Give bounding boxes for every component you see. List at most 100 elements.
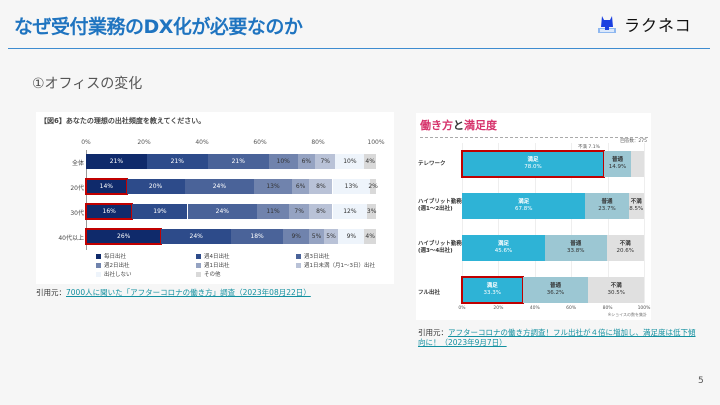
- chart2-annotation: 回答数：275: [620, 139, 647, 144]
- chart1-bar-segment: 9%: [283, 229, 310, 244]
- chart2-title-part2: と: [453, 119, 464, 132]
- chart1-legend-item: 週1日未満（月1〜3日）出社: [296, 261, 396, 269]
- chart2-row-label-line2: (週1〜2出社): [418, 206, 453, 212]
- segment-name: 満足: [527, 157, 539, 163]
- chart1-x-tick: 0%: [81, 139, 91, 146]
- chart2-title: 働き方と満足度: [420, 117, 497, 133]
- chart2-bar-segment: 普通 14.9%: [603, 151, 632, 177]
- chart2-bar-segment: [631, 151, 644, 177]
- segment-value: 33.8%: [567, 248, 585, 254]
- chart1-bar-segment: 5%: [309, 229, 324, 244]
- chart1-bar-segment: 4%: [364, 229, 376, 244]
- segment-name: 不満: [630, 199, 642, 205]
- segment-value: 20.6%: [616, 248, 634, 254]
- chart2-gridline: [571, 143, 573, 303]
- chart1-bar-segment: 6%: [297, 154, 316, 169]
- chart1-bar-segment: 13%: [254, 179, 292, 194]
- chart2-title-part3: 満足度: [464, 119, 497, 132]
- chart1-bar-segment: 12%: [332, 204, 368, 219]
- segment-value: 67.8%: [514, 206, 533, 212]
- segment-value: 33.3%: [483, 290, 502, 296]
- chart1-bar-segment: 2%: [368, 179, 378, 194]
- citation-left-prefix: 引用元：: [36, 288, 66, 297]
- chart1-y-axis: [86, 150, 87, 250]
- chart2-gridline: [644, 143, 645, 303]
- segment-value: 78.0%: [524, 164, 542, 170]
- chart1-legend-item: 週4日出社: [196, 252, 296, 260]
- chart2-highlight-box: [461, 150, 605, 178]
- chart2-x-tick: 20%: [493, 306, 504, 311]
- legend-label: 週3日出社: [304, 254, 330, 260]
- legend-swatch: [96, 262, 101, 268]
- chart1-x-tick: 80%: [311, 139, 325, 146]
- segment-name: 普通: [570, 241, 582, 247]
- chart-workstyle-satisfaction: 働き方と満足度 回答数：275 不満 7.1% テレワーク ハイブリット勤務 (週…: [416, 113, 651, 320]
- legend-label: 週2日出社: [104, 263, 130, 269]
- section-subtitle: ①オフィスの変化: [32, 76, 143, 92]
- segment-name: 普通: [612, 157, 624, 163]
- chart2-bar-segment: 満足 78.0%: [462, 151, 604, 177]
- chart2-bar-segment: 満足 33.3%: [462, 277, 523, 303]
- chart2-title-divider: [420, 137, 648, 138]
- citation-right-link[interactable]: アフターコロナの働き方調査！フル出社が４倍に増加し、満足度は低下傾向に！（202…: [418, 328, 696, 347]
- citation-left-link[interactable]: 7000人に聞いた「アフターコロナの働き方」調査（2023年08月22日）: [66, 288, 311, 297]
- chart1-bar-segment: 8%: [309, 204, 333, 219]
- chart1-bar-segment: 10%: [335, 154, 365, 169]
- chart2-x-tick: 80%: [602, 306, 613, 311]
- chart1-legend-item: 週3日出社: [296, 252, 396, 260]
- segment-value: 23.7%: [598, 206, 616, 212]
- chart1-bar-segment: 21%: [86, 154, 147, 169]
- chart1-legend-item: 出社しない: [96, 270, 196, 278]
- chart1-highlight-box: [85, 228, 163, 245]
- chart2-row-label: ハイブリット勤務 (週1〜2出社): [418, 199, 462, 213]
- chart1-bar-segment: 7%: [315, 154, 336, 169]
- chart1-bar-segment: 14%: [86, 179, 127, 194]
- legend-label: 毎日出社: [104, 254, 127, 260]
- citation-left: 引用元：7000人に聞いた「アフターコロナの働き方」調査（2023年08月22日…: [36, 288, 311, 298]
- chart2-x-tick: 100%: [637, 306, 651, 311]
- header-divider: [8, 48, 710, 49]
- chart1-bar-segment: 5%: [323, 229, 339, 244]
- brand-name: ラクネコ: [624, 16, 692, 35]
- chart2-gridline: [498, 143, 500, 303]
- segment-name: 普通: [550, 283, 562, 289]
- chart2-x-tick: 0%: [458, 306, 466, 311]
- chart1-bar-segment: 10%: [268, 154, 298, 169]
- chart1-legend-item: 週1日出社: [196, 261, 296, 269]
- chart1-bar-segment: 6%: [291, 179, 310, 194]
- chart1-bar-segment: 24%: [184, 179, 255, 194]
- chart2-x-tick: 40%: [529, 306, 540, 311]
- chart1-bar-segment: 24%: [161, 229, 231, 244]
- segment-name: 満足: [497, 241, 509, 247]
- chart2-bar-segment: 不満 30.5%: [588, 277, 644, 303]
- chart2-fuman-callout: 不満 7.1%: [578, 145, 600, 150]
- chart2-gridline: [534, 143, 536, 303]
- legend-swatch: [96, 271, 101, 277]
- chart1-row-label: 40代以上: [58, 235, 84, 242]
- chart1-bar-segment: 21%: [207, 154, 269, 169]
- segment-value: 8.5%: [629, 206, 644, 212]
- legend-label: 週4日出社: [204, 254, 230, 260]
- legend-swatch: [196, 262, 201, 268]
- chart1-bar-segment: 11%: [257, 204, 289, 219]
- segment-name: 不満: [619, 241, 631, 247]
- chart1-x-tick: 40%: [195, 139, 209, 146]
- chart1-bar-segment: 19%: [132, 204, 188, 219]
- segment-name: 不満: [610, 283, 622, 289]
- chart2-bar-segment: 満足 67.8%: [462, 193, 586, 219]
- segment-value: 30.5%: [607, 290, 625, 296]
- chart1-highlight-box: [85, 178, 128, 195]
- chart1-bar-segment: 8%: [309, 179, 333, 194]
- chart1-legend-item: 週2日出社: [96, 261, 196, 269]
- cat-icon: [598, 16, 616, 33]
- chart2-bar-segment: 普通 33.8%: [544, 235, 607, 261]
- chart2-row-label-line1: ハイブリット勤務: [418, 241, 462, 247]
- chart1-highlight-box: [85, 203, 134, 220]
- chart1-bar-segment: 16%: [86, 204, 133, 219]
- legend-swatch: [296, 262, 301, 268]
- chart1-bar-segment: 20%: [126, 179, 185, 194]
- chart2-gridline: [462, 143, 463, 303]
- chart1-x-tick: 100%: [367, 139, 385, 146]
- segment-value: 36.2%: [546, 290, 565, 296]
- chart1-legend-item: その他: [196, 270, 296, 278]
